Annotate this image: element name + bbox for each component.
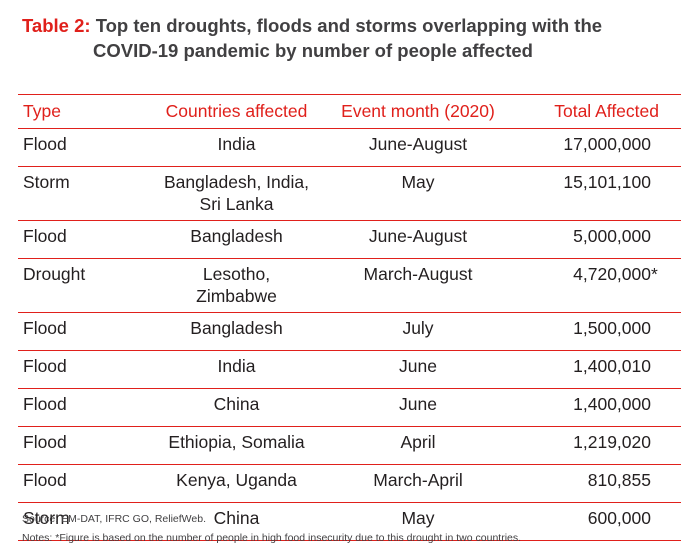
country-line: Kenya, Uganda: [176, 470, 297, 490]
cell-event-month: July: [402, 318, 434, 338]
table-body: Flood India June-August 17,000,000 Storm Bang…: [18, 129, 681, 541]
cell-countries: Kenya, Uganda: [144, 465, 329, 503]
title-line-2: COVID-19 pandemic by number of people af…: [93, 40, 533, 61]
cell-countries: India: [144, 129, 329, 167]
droughts-floods-storms-table: Type Countries affected Event month (202…: [18, 94, 681, 541]
total-value: 4,720,000: [573, 264, 651, 284]
cell-total-affected: 15,101,100: [507, 167, 681, 221]
cell-event-month: June: [399, 394, 437, 414]
total-value: 1,400,000: [573, 394, 651, 414]
table-row: Storm China May 600,000: [18, 503, 681, 541]
country-line: Ethiopia, Somalia: [168, 432, 305, 452]
cell-total-affected: 1,500,000: [507, 313, 681, 351]
cell-countries: China: [144, 503, 329, 541]
country-line: Zimbabwe: [196, 286, 277, 306]
table-row: Drought Lesotho, Zimbabwe March-August 4,720…: [18, 259, 681, 313]
cell-event-month: June-August: [368, 134, 468, 154]
table-row: Flood Bangladesh June-August 5,000,000: [18, 221, 681, 259]
footnote-marker: *: [651, 264, 658, 284]
cell-countries: Ethiopia, Somalia: [144, 427, 329, 465]
cell-total-affected: 1,219,020: [507, 427, 681, 465]
cell-type: Flood: [23, 394, 67, 414]
cell-total-affected: 17,000,000: [507, 129, 681, 167]
cell-event-month: March-August: [363, 264, 473, 284]
cell-countries: Lesotho, Zimbabwe: [144, 259, 329, 313]
table-row: Flood India June-August 17,000,000: [18, 129, 681, 167]
header-total-affected: Total Affected: [554, 101, 659, 121]
cell-total-affected: 5,000,000: [507, 221, 681, 259]
cell-type: Storm: [23, 508, 70, 528]
table-row: Flood Bangladesh July 1,500,000: [18, 313, 681, 351]
header-type: Type: [23, 101, 61, 121]
footnote: Notes: *Figure is based on the number of…: [22, 532, 522, 544]
total-value: 600,000: [587, 508, 651, 528]
header-countries-affected: Countries affected: [165, 101, 308, 121]
cell-countries: India: [144, 351, 329, 389]
title-line-1: Top ten droughts, floods and storms over…: [95, 15, 603, 36]
table-row: Flood China June 1,400,000: [18, 389, 681, 427]
country-line: China: [213, 508, 260, 528]
table-title: Table 2: Top ten droughts, floods and st…: [22, 13, 682, 63]
cell-event-month: May: [401, 508, 435, 528]
cell-countries: China: [144, 389, 329, 427]
cell-type: Storm: [23, 172, 70, 192]
country-line: Bangladesh: [190, 318, 283, 338]
cell-event-month: May: [401, 172, 435, 192]
total-value: 15,101,100: [563, 172, 651, 192]
cell-type: Flood: [23, 432, 67, 452]
cell-type: Flood: [23, 134, 67, 154]
total-value: 1,400,010: [573, 356, 651, 376]
country-line: Lesotho,: [202, 264, 271, 284]
total-value: 1,219,020: [573, 432, 651, 452]
country-line: Bangladesh: [190, 226, 283, 246]
table-row: Flood Ethiopia, Somalia April 1,219,020: [18, 427, 681, 465]
cell-total-affected: 4,720,000 *: [507, 259, 681, 313]
table-row: Flood Kenya, Uganda March-April 810,855: [18, 465, 681, 503]
table-row: Flood India June 1,400,010: [18, 351, 681, 389]
total-value: 17,000,000: [563, 134, 651, 154]
country-line: Bangladesh, India,: [164, 172, 309, 192]
cell-event-month: April: [400, 432, 436, 452]
cell-type: Flood: [23, 318, 67, 338]
cell-total-affected: 1,400,000: [507, 389, 681, 427]
cell-countries: Bangladesh: [144, 221, 329, 259]
country-line: China: [213, 394, 260, 414]
country-line: India: [217, 356, 256, 376]
country-line: India: [217, 134, 256, 154]
total-value: 5,000,000: [573, 226, 651, 246]
total-value: 1,500,000: [573, 318, 651, 338]
cell-type: Flood: [23, 470, 67, 490]
country-line: Sri Lanka: [199, 194, 274, 214]
cell-event-month: June-August: [368, 226, 468, 246]
cell-total-affected: 600,000: [507, 503, 681, 541]
total-value: 810,855: [587, 470, 651, 490]
table-header-row: Type Countries affected Event month (202…: [18, 94, 681, 129]
cell-total-affected: 1,400,010: [507, 351, 681, 389]
cell-total-affected: 810,855: [507, 465, 681, 503]
cell-countries: Bangladesh: [144, 313, 329, 351]
header-event-month: Event month (2020): [341, 101, 495, 121]
table-row: Storm Bangladesh, India, Sri Lanka May 15,10…: [18, 167, 681, 221]
cell-type: Flood: [23, 356, 67, 376]
cell-event-month: June: [399, 356, 437, 376]
cell-type: Drought: [23, 264, 86, 284]
source-note: Source: EM-DAT, IFRC GO, ReliefWeb.: [22, 513, 206, 525]
cell-type: Flood: [23, 226, 67, 246]
cell-countries: Bangladesh, India, Sri Lanka: [144, 167, 329, 221]
table-number-label: Table 2:: [22, 15, 91, 36]
cell-event-month: March-April: [373, 470, 463, 490]
